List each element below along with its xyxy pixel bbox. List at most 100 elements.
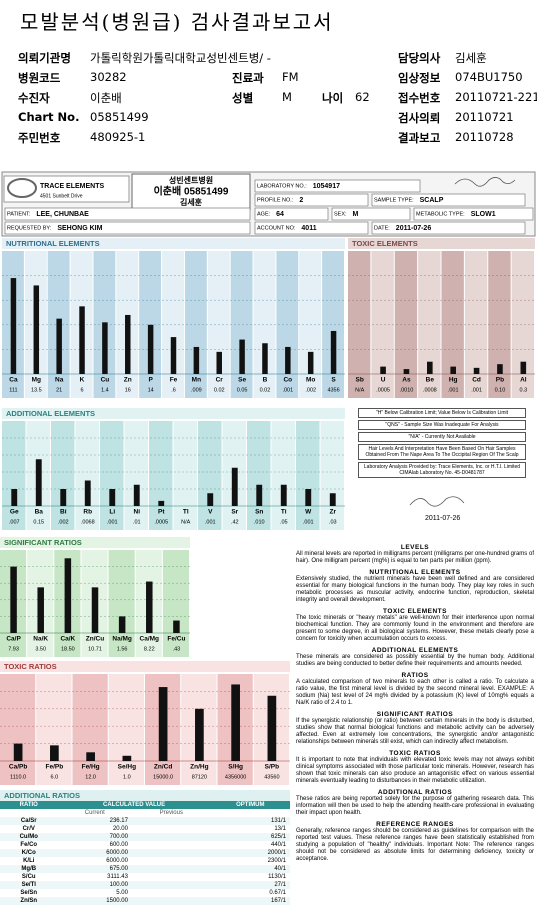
column-band (348, 251, 371, 398)
info-label: 성별 (232, 91, 254, 105)
field-label: LABORATORY NO.: (257, 183, 307, 189)
note-text: Extensively studied, the nutrient minera… (296, 576, 534, 603)
field-label: AGE: (257, 211, 271, 217)
ratio-name: Ca/Sr (20, 818, 37, 824)
result-value: 7.93 (8, 646, 19, 652)
field-box (254, 193, 369, 207)
category-label: Sr (231, 509, 238, 516)
category-label: Cu (101, 377, 110, 384)
result-value: 21 (56, 387, 62, 393)
result-value: 14 (148, 387, 154, 393)
ratio-current: 675.00 (109, 866, 128, 872)
info-label: Chart No. (18, 110, 80, 124)
bar (133, 484, 140, 506)
ratio-current: 600.00 (109, 842, 128, 848)
category-label: Zn/Cd (154, 764, 172, 771)
stamp-box (131, 173, 251, 211)
result-value: 15000.0 (153, 774, 173, 780)
note-heading: ADDITIONAL RATIOS (377, 789, 453, 796)
spacer (0, 809, 58, 817)
bar (231, 467, 238, 506)
ratio-current: 20.00 (112, 826, 128, 832)
result-value: .001 (107, 519, 118, 525)
info-value: 62 (355, 90, 370, 104)
legend-note: "QNS" - Sample Size Was Inadequate For A… (358, 420, 526, 430)
ratio-optimum: 167/1 (270, 898, 286, 904)
result-value: 12.0 (85, 774, 96, 780)
column-band (394, 251, 418, 398)
category-label: Zr (330, 509, 337, 516)
ratio-previous (132, 873, 211, 881)
result-value: .001 (303, 519, 314, 525)
bar (10, 278, 17, 374)
table-subheader-row: Current Previous (0, 809, 290, 817)
result-value: 4356 (327, 387, 339, 393)
ratio-previous (132, 865, 211, 873)
field-box (254, 179, 421, 193)
result-value: 1.4 (101, 387, 109, 393)
note-heading: ADDITIONAL ELEMENTS (371, 647, 459, 654)
result-value: 13.5 (31, 387, 42, 393)
category-label: Ba (35, 509, 44, 516)
field-label: METABOLIC TYPE: (416, 211, 465, 217)
category-label: Al (520, 377, 527, 384)
note-text: If the synergistic relationship (or rati… (296, 718, 534, 745)
bar (170, 337, 177, 374)
bar (173, 620, 180, 633)
info-value: M (282, 90, 292, 104)
column-band (371, 251, 394, 398)
bar (497, 364, 503, 374)
category-label: B (263, 377, 268, 384)
bar (122, 755, 132, 761)
column-band (124, 421, 148, 530)
note-heading: LEVELS (400, 544, 430, 551)
note-text: All mineral levels are reported in milli… (296, 551, 534, 564)
category-label: Ca (9, 377, 18, 384)
note-text: Generally, reference ranges should be co… (296, 828, 534, 862)
ratio-current: 100.00 (109, 882, 128, 888)
result-value: .001 (282, 387, 293, 393)
stamp-line: 김세훈 (180, 197, 203, 207)
ratio-name: K/Li (23, 858, 35, 864)
field-label: REQUESTED BY: (7, 225, 52, 231)
chart-title-band (0, 661, 290, 672)
result-value: .03 (329, 519, 337, 525)
category-label: Fe (170, 377, 178, 384)
table-row: Fe/Co 600.00 440/1 (0, 841, 290, 849)
info-value: 20110728 (455, 130, 514, 144)
note-heading: REFERENCE RANGES (376, 821, 454, 828)
bar (256, 484, 263, 506)
column-band (0, 674, 36, 785)
report-date: 2011-07-26 (425, 515, 461, 522)
result-value: 10.71 (88, 646, 102, 652)
note-text: The toxic minerals or "heavy metals" are… (296, 615, 534, 642)
bar (473, 367, 480, 374)
result-value: 16 (125, 387, 131, 393)
category-label: Ca/K (60, 636, 75, 643)
ratio-previous (132, 833, 211, 841)
category-label: Bi (60, 509, 67, 516)
info-value: 이춘배 (90, 91, 122, 105)
table-title-row: ADDITIONAL RATIOS (0, 790, 290, 801)
bar (37, 587, 44, 633)
category-label: Ca/Mg (140, 636, 160, 643)
category-label: S/Pb (265, 764, 279, 771)
field-box (413, 207, 534, 221)
column-band (72, 674, 108, 785)
result-value: 43560 (264, 774, 279, 780)
field-label: SAMPLE TYPE: (374, 197, 414, 203)
ratio-current: 700.00 (109, 834, 128, 840)
chart-title-band (2, 238, 345, 249)
bar (450, 366, 456, 374)
field-box (4, 207, 251, 221)
bar (86, 752, 95, 761)
bar (13, 743, 23, 761)
table-row: Zn/Sn 1500.00 167/1 (0, 897, 290, 905)
ratio-previous (132, 817, 211, 825)
result-value: N/A (355, 387, 365, 393)
column-band (322, 251, 344, 398)
note-heading: TOXIC RATIOS (389, 750, 441, 757)
note-heading: SIGNIFICANT RATIOS (376, 711, 454, 718)
result-value: .0005 (154, 519, 168, 525)
